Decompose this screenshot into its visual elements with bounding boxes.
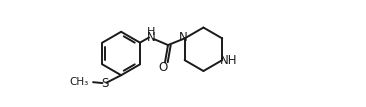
- Text: N: N: [147, 31, 156, 44]
- Text: S: S: [101, 77, 108, 90]
- Text: H: H: [147, 27, 156, 37]
- Text: NH: NH: [220, 54, 237, 67]
- Text: CH₃: CH₃: [70, 77, 89, 87]
- Text: O: O: [159, 61, 168, 74]
- Text: N: N: [179, 31, 188, 44]
